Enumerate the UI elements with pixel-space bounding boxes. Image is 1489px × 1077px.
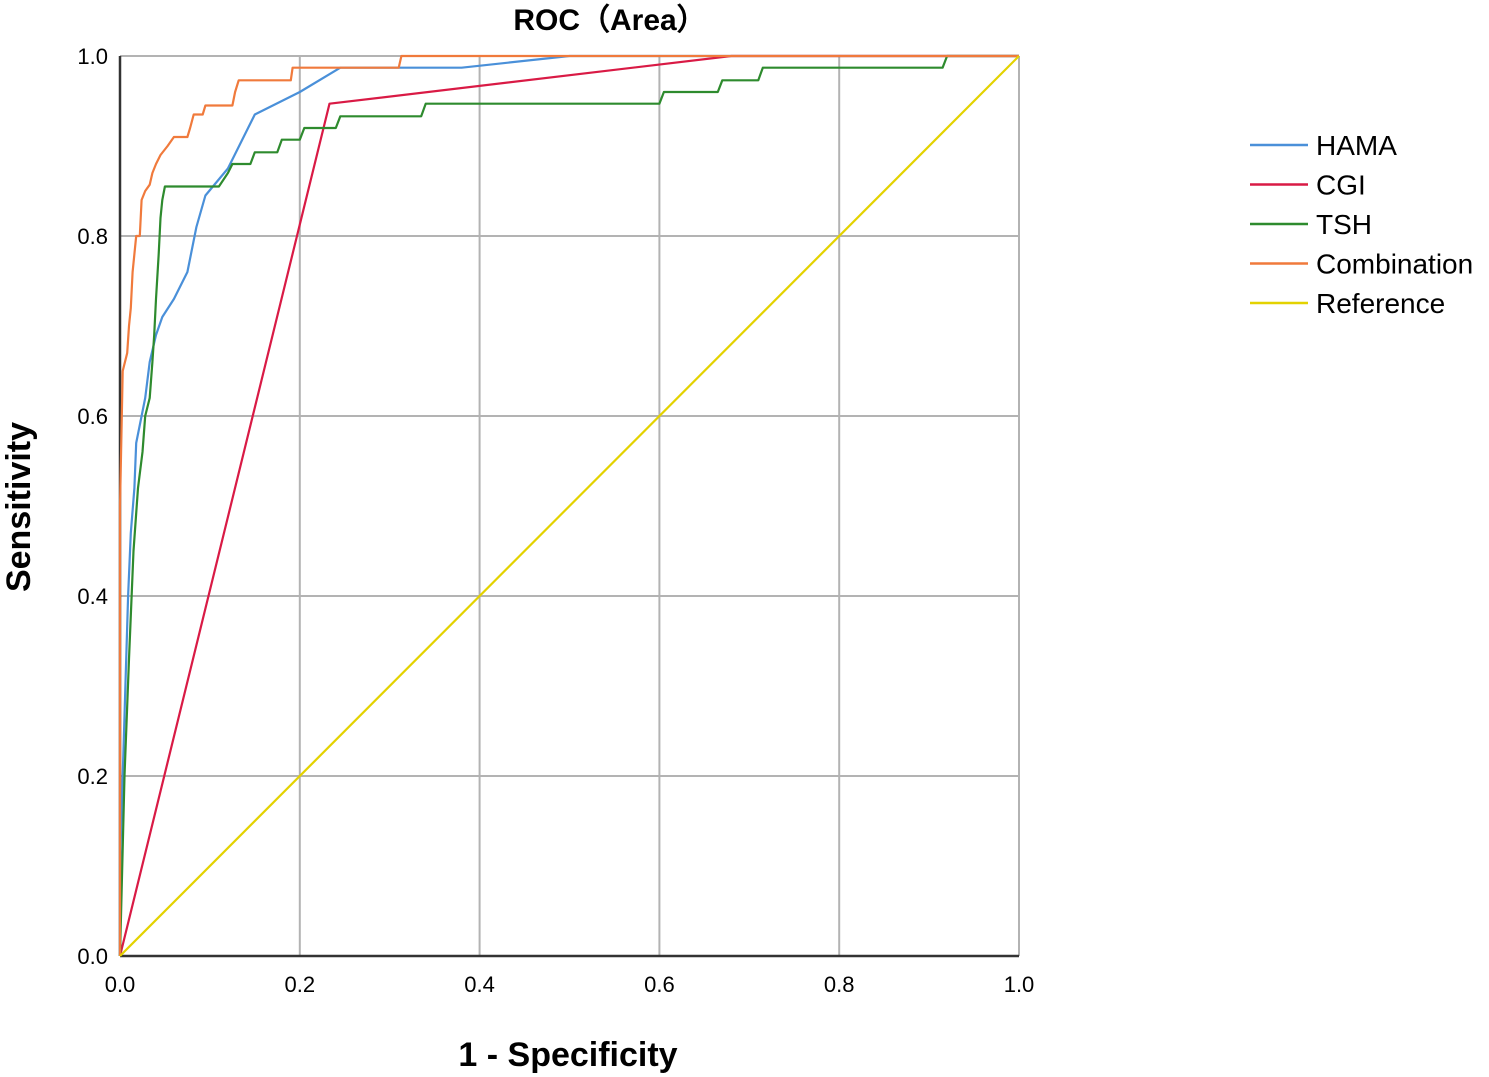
x-tick-label: 0.0	[105, 972, 136, 997]
y-tick-label: 0.2	[77, 764, 108, 789]
x-tick-label: 0.4	[464, 972, 495, 997]
legend: HAMA CGI TSH Combination Reference	[1250, 130, 1473, 319]
y-tick-label: 1.0	[77, 44, 108, 69]
series-line-tsh	[118, 54, 1019, 957]
series-line-combination	[118, 54, 1019, 956]
x-tick-label: 0.2	[285, 972, 316, 997]
x-tick-label: 1.0	[1004, 972, 1035, 997]
series-lines	[118, 54, 1020, 957]
y-axis-label: Sensitivity	[0, 422, 38, 592]
tick-labels: 0.0 0.2 0.4 0.6 0.8 1.0 0.0 0.2 0.4 0.6 0.8 1.0	[77, 44, 1034, 997]
chart-title: ROC（Area）	[513, 3, 706, 37]
y-tick-label: 0.6	[77, 404, 108, 429]
legend-label-reference: Reference	[1316, 288, 1445, 319]
y-tick-label: 0.0	[77, 944, 108, 969]
series-line-reference	[119, 55, 1020, 957]
y-tick-label: 0.4	[77, 584, 108, 609]
series-line-hama	[118, 54, 1019, 956]
x-tick-label: 0.8	[824, 972, 855, 997]
x-axis-label: 1 - Specificity	[458, 1036, 677, 1074]
legend-label-combination: Combination	[1316, 249, 1473, 280]
legend-label-cgi: CGI	[1316, 170, 1366, 201]
legend-label-tsh: TSH	[1316, 209, 1372, 240]
x-tick-label: 0.6	[644, 972, 675, 997]
y-tick-label: 0.8	[77, 224, 108, 249]
legend-label-hama: HAMA	[1316, 130, 1397, 161]
